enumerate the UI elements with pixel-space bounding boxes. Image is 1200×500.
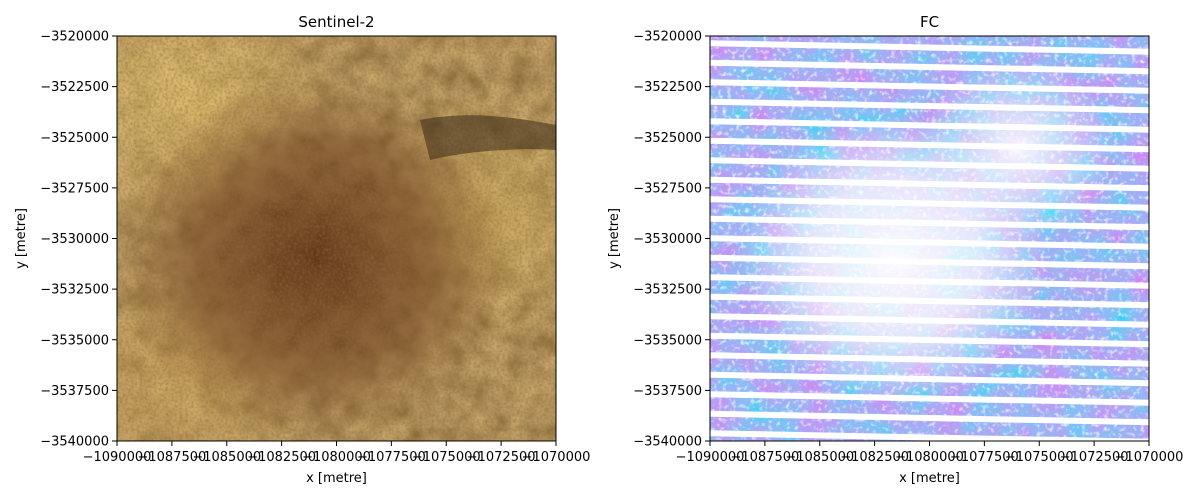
x-tick-label: −1080000	[895, 450, 964, 465]
y-tick-label: −3532500	[40, 283, 109, 298]
x-tick-label: −1082500	[840, 450, 909, 465]
x-tick-label: −1077500	[357, 450, 426, 465]
x-tick-label: −1085000	[192, 450, 261, 465]
x-tick-label: −1070000	[522, 450, 591, 465]
fc-missing-data-stripes	[710, 40, 1149, 441]
missing-data-stripe	[710, 274, 1149, 289]
panel-title: Sentinel-2	[298, 13, 374, 31]
panel-sentinel-2: Sentinel-2 −1090000−1087500−1085000−1082…	[14, 13, 590, 486]
y-tick-label: −3520000	[40, 30, 109, 45]
y-tick-label: −3525000	[633, 131, 702, 146]
missing-data-stripe	[710, 59, 1149, 75]
panel-fc: FC −1090000−1087500−1085000−1082500−1080…	[607, 13, 1183, 486]
x-tick-label: −1075000	[412, 450, 481, 465]
x-tick-label: −1080000	[302, 450, 371, 465]
x-tick-label: −1072500	[1060, 450, 1129, 465]
y-tick-label: −3535000	[40, 333, 109, 348]
y-tick-label: −3537500	[633, 384, 702, 399]
missing-data-stripe	[710, 352, 1149, 367]
missing-data-stripe	[710, 157, 1149, 172]
x-tick-label: −1072500	[467, 450, 536, 465]
missing-data-stripe	[710, 313, 1149, 328]
x-tick-label: −1087500	[137, 450, 206, 465]
sentinel-2-imagery	[117, 36, 556, 441]
missing-data-stripe	[710, 215, 1149, 231]
y-axis-ticks: −3520000 −3522500 −3525000 −3527500 −3530000…	[633, 30, 710, 450]
missing-data-stripe	[710, 40, 1149, 55]
y-tick-label: −3537500	[40, 384, 109, 399]
y-tick-label: −3527500	[633, 181, 702, 196]
x-axis-ticks: −1090000−1087500−1085000−1082500−1080000…	[676, 441, 1184, 465]
missing-data-stripe	[710, 137, 1149, 153]
missing-data-stripe	[710, 235, 1149, 250]
x-tick-label: −1090000	[676, 450, 745, 465]
y-tick-label: −3530000	[40, 232, 109, 247]
y-tick-label: −3532500	[633, 283, 702, 298]
missing-data-stripe	[710, 430, 1149, 441]
x-axis-ticks: −1090000−1087500−1085000−1082500−1080000…	[83, 441, 591, 465]
y-tick-label: −3522500	[633, 80, 702, 95]
missing-data-stripe	[710, 332, 1149, 348]
y-tick-label: −3525000	[40, 131, 109, 146]
missing-data-stripe	[710, 410, 1149, 426]
x-tick-label: −1090000	[83, 450, 152, 465]
panel-title: FC	[920, 13, 939, 31]
x-tick-label: −1075000	[1005, 450, 1074, 465]
y-tick-label: −3522500	[40, 80, 109, 95]
y-tick-label: −3530000	[633, 232, 702, 247]
missing-data-stripe	[710, 79, 1149, 94]
x-axis-label: x [metre]	[899, 471, 960, 486]
y-tick-label: −3520000	[633, 30, 702, 45]
x-tick-label: −1082500	[247, 450, 316, 465]
x-tick-label: −1085000	[785, 450, 854, 465]
missing-data-stripe	[710, 98, 1149, 114]
missing-data-stripe	[710, 391, 1149, 406]
y-tick-label: −3527500	[40, 181, 109, 196]
x-tick-label: −1087500	[730, 450, 799, 465]
missing-data-stripe	[710, 371, 1149, 387]
missing-data-stripe	[710, 196, 1149, 211]
y-tick-label: −3540000	[40, 435, 109, 450]
y-tick-label: −3535000	[633, 333, 702, 348]
x-tick-label: −1070000	[1115, 450, 1184, 465]
y-tick-label: −3540000	[633, 435, 702, 450]
missing-data-stripe	[710, 118, 1149, 133]
y-axis-label: y [metre]	[607, 208, 622, 269]
x-tick-label: −1077500	[950, 450, 1019, 465]
missing-data-stripe	[710, 293, 1149, 309]
y-axis-label: y [metre]	[14, 208, 29, 269]
y-axis-ticks: −3520000 −3522500 −3525000 −3527500 −3530000…	[40, 30, 117, 450]
x-axis-label: x [metre]	[306, 471, 367, 486]
missing-data-stripe	[710, 176, 1149, 192]
fc-imagery	[710, 36, 1149, 441]
missing-data-stripe	[710, 254, 1149, 270]
